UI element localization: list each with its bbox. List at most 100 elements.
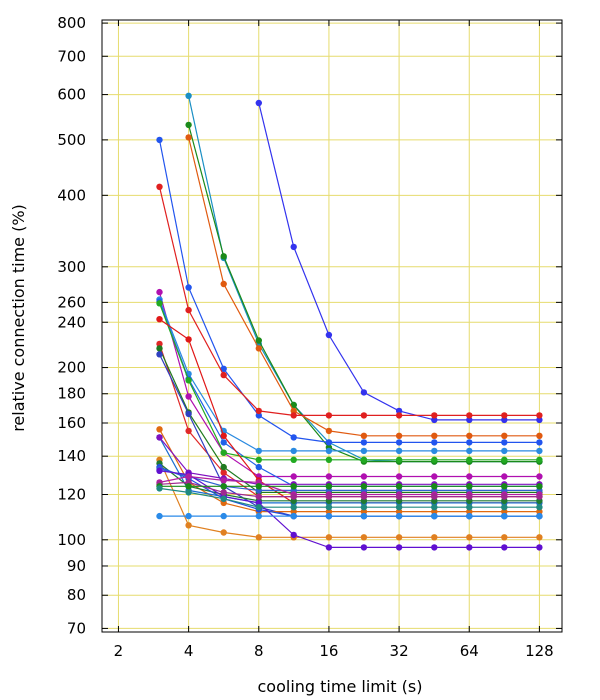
series-1 [255, 99, 543, 424]
data-point [536, 456, 543, 463]
x-tick-label: 32 [390, 642, 409, 660]
data-point [360, 493, 368, 500]
data-point [466, 512, 473, 520]
data-point [536, 473, 543, 480]
plot-frame [101, 19, 563, 633]
data-point [290, 412, 297, 419]
data-point [290, 434, 297, 441]
data-point [156, 300, 163, 307]
y-tick-label: 260 [57, 293, 86, 311]
y-tick-label: 800 [57, 14, 86, 32]
data-point [536, 412, 543, 419]
data-point [395, 534, 403, 541]
data-point [290, 483, 297, 490]
data-point [466, 534, 473, 541]
data-point [325, 483, 333, 490]
x-tick-label: 64 [460, 642, 479, 660]
data-point [220, 280, 227, 288]
data-point [156, 345, 163, 352]
data-point [290, 504, 297, 511]
data-point [255, 412, 262, 419]
x-tick-label: 4 [184, 642, 194, 660]
data-point [255, 407, 262, 415]
data-point [431, 534, 438, 541]
data-point [395, 544, 403, 551]
data-point [395, 439, 403, 446]
data-point [185, 121, 192, 129]
data-point [360, 544, 368, 551]
data-point [501, 508, 508, 515]
data-point [395, 456, 403, 463]
series-24 [156, 479, 543, 500]
y-tick-label: 70 [67, 619, 86, 637]
data-point [156, 426, 163, 433]
data-point [156, 183, 163, 190]
data-point [536, 483, 543, 490]
data-point [501, 432, 508, 439]
data-point [360, 534, 368, 541]
data-point [466, 447, 473, 455]
data-point [431, 483, 438, 490]
data-point [325, 512, 333, 520]
data-point [220, 495, 227, 502]
series-5 [156, 136, 543, 446]
series-11 [156, 316, 543, 507]
data-point [501, 456, 508, 463]
data-point [360, 447, 368, 455]
data-point [290, 493, 297, 500]
data-point [290, 456, 297, 463]
y-tick-label: 700 [57, 47, 86, 65]
series-10 [156, 300, 543, 463]
data-point [156, 316, 163, 323]
series-27 [156, 512, 543, 520]
data-point [325, 427, 333, 435]
data-point [395, 432, 403, 439]
data-point [325, 544, 333, 551]
data-point [185, 134, 192, 141]
data-point [290, 447, 297, 455]
data-point [536, 544, 543, 551]
data-point [255, 483, 262, 490]
data-point [325, 447, 333, 455]
x-tick-label: 8 [254, 642, 264, 660]
series-line [158, 429, 540, 513]
data-point [466, 483, 473, 490]
data-point [466, 544, 473, 551]
data-point [185, 427, 192, 435]
data-point [395, 512, 403, 520]
data-point [466, 439, 473, 446]
series-line [158, 348, 540, 493]
data-point [220, 253, 227, 260]
series-7 [156, 288, 543, 480]
series-line [188, 124, 540, 463]
data-point [431, 447, 438, 455]
data-point [431, 412, 438, 419]
series-2 [185, 92, 543, 465]
y-tick-label: 90 [67, 557, 86, 575]
series-line [159, 468, 540, 491]
series-line [159, 470, 540, 549]
series-15 [156, 426, 543, 515]
data-point [501, 512, 508, 520]
data-point [466, 456, 473, 463]
data-point [325, 439, 333, 446]
data-point [290, 508, 297, 515]
data-point [156, 340, 163, 348]
y-tick-label: 140 [57, 447, 86, 465]
data-point [325, 534, 333, 541]
data-point [431, 473, 438, 480]
series-26 [156, 485, 543, 511]
data-point [255, 456, 262, 463]
data-point [360, 483, 368, 490]
data-point [431, 493, 438, 500]
series-line [159, 318, 540, 504]
data-point [220, 512, 227, 520]
y-tick-label: 400 [57, 186, 86, 204]
series-line [159, 475, 540, 496]
data-point [325, 456, 333, 463]
data-point [185, 512, 192, 520]
data-point [360, 389, 368, 396]
series-18 [156, 456, 543, 541]
y-tick-label: 200 [57, 359, 86, 377]
